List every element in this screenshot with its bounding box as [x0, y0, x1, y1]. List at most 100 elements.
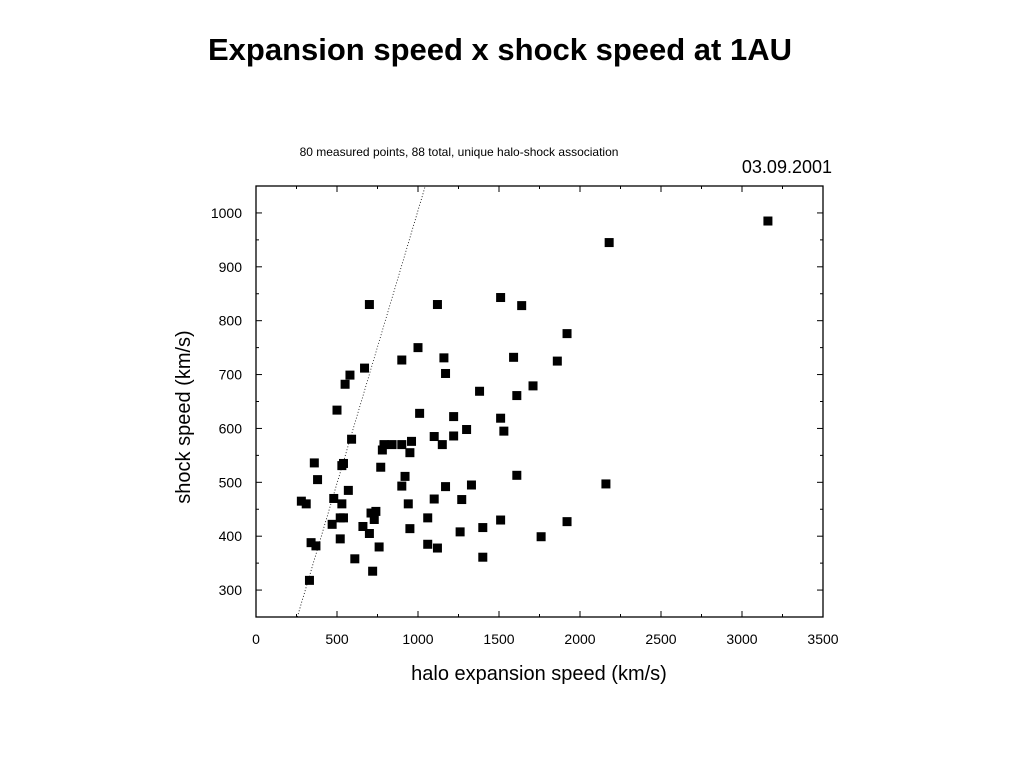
data-point	[439, 353, 449, 363]
data-point	[455, 527, 465, 537]
data-point	[536, 532, 546, 542]
data-point	[358, 521, 368, 531]
points-layer	[296, 216, 773, 585]
data-point	[397, 440, 407, 450]
data-point	[562, 517, 572, 527]
data-point	[517, 301, 527, 311]
data-point	[429, 432, 439, 442]
data-point	[364, 300, 374, 310]
y-tick-label: 700	[219, 367, 243, 383]
data-point	[304, 575, 314, 585]
reference-line-layer	[296, 185, 426, 618]
data-point	[478, 552, 488, 562]
y-tick-label: 800	[219, 313, 243, 329]
data-point	[457, 495, 467, 505]
data-point	[552, 356, 562, 366]
data-point	[437, 440, 447, 450]
data-point	[343, 485, 353, 495]
data-point	[368, 566, 378, 576]
data-point	[366, 508, 376, 518]
data-point	[423, 539, 433, 549]
data-point	[423, 513, 433, 523]
y-tick-label: 500	[219, 474, 243, 490]
data-point	[329, 493, 339, 503]
page-title: Expansion speed x shock speed at 1AU	[207, 32, 793, 67]
data-point	[340, 379, 350, 389]
y-tick-label: 900	[219, 259, 243, 275]
data-point	[337, 499, 347, 509]
x-tick-label: 2000	[564, 631, 595, 647]
data-point	[397, 355, 407, 365]
x-tick-label: 1000	[402, 631, 433, 647]
x-tick-label: 3500	[807, 631, 838, 647]
data-point	[306, 538, 316, 548]
data-point	[347, 434, 357, 444]
data-point	[601, 479, 611, 489]
data-point	[512, 470, 522, 480]
data-point	[432, 543, 442, 553]
data-point	[462, 425, 472, 435]
y-tick-label: 1000	[211, 205, 242, 221]
data-point	[327, 519, 337, 529]
data-point	[379, 440, 389, 450]
data-point	[313, 475, 323, 485]
data-point	[296, 496, 306, 506]
data-point	[478, 523, 488, 533]
data-point	[604, 238, 614, 248]
data-point	[337, 461, 347, 471]
chart-subtitle: 80 measured points, 88 total, unique hal…	[300, 145, 619, 159]
y-axis-label: shock speed (km/s)	[173, 330, 195, 503]
data-point	[403, 499, 413, 509]
data-point	[309, 458, 319, 468]
data-point	[397, 481, 407, 491]
data-point	[405, 524, 415, 534]
x-tick-label: 2500	[645, 631, 676, 647]
data-point	[400, 471, 410, 481]
axes: 0 500 1000 1500 2000 2500 3000 3500 300 400 500 600…	[211, 185, 839, 647]
data-point	[475, 386, 485, 396]
data-point	[512, 391, 522, 401]
data-point	[350, 554, 360, 564]
data-point	[369, 514, 379, 524]
data-point	[429, 494, 439, 504]
data-point	[360, 363, 370, 373]
data-point	[449, 431, 459, 441]
data-point	[377, 445, 387, 455]
data-point	[528, 381, 538, 391]
x-axis-label: halo expansion speed (km/s)	[411, 663, 667, 685]
x-tick-label: 500	[325, 631, 349, 647]
data-point	[449, 412, 459, 422]
data-point	[432, 300, 442, 310]
data-point	[562, 329, 572, 339]
data-point	[301, 499, 311, 509]
y-tick-label: 400	[219, 528, 243, 544]
x-tick-label: 3000	[726, 631, 757, 647]
data-point	[345, 370, 355, 380]
data-point	[364, 528, 374, 538]
data-point	[405, 448, 415, 458]
data-point	[441, 368, 451, 378]
data-point	[496, 515, 506, 525]
data-point	[374, 542, 384, 552]
plot-frame	[255, 185, 824, 618]
data-point	[407, 436, 417, 446]
date-label: 03.09.2001	[742, 157, 832, 177]
data-point	[332, 405, 342, 415]
data-point	[496, 413, 506, 423]
data-point	[441, 482, 451, 492]
data-point	[387, 440, 397, 450]
data-point	[496, 293, 506, 303]
reference-line	[296, 185, 426, 618]
data-point	[763, 216, 773, 226]
data-point	[335, 534, 345, 544]
x-tick-label: 1500	[483, 631, 514, 647]
y-tick-label: 600	[219, 420, 243, 436]
data-point	[311, 541, 321, 551]
data-point	[466, 480, 476, 490]
data-point	[415, 408, 425, 418]
data-point	[509, 352, 519, 362]
y-tick-label: 300	[219, 582, 243, 598]
data-point	[413, 343, 423, 353]
data-point	[376, 462, 386, 472]
